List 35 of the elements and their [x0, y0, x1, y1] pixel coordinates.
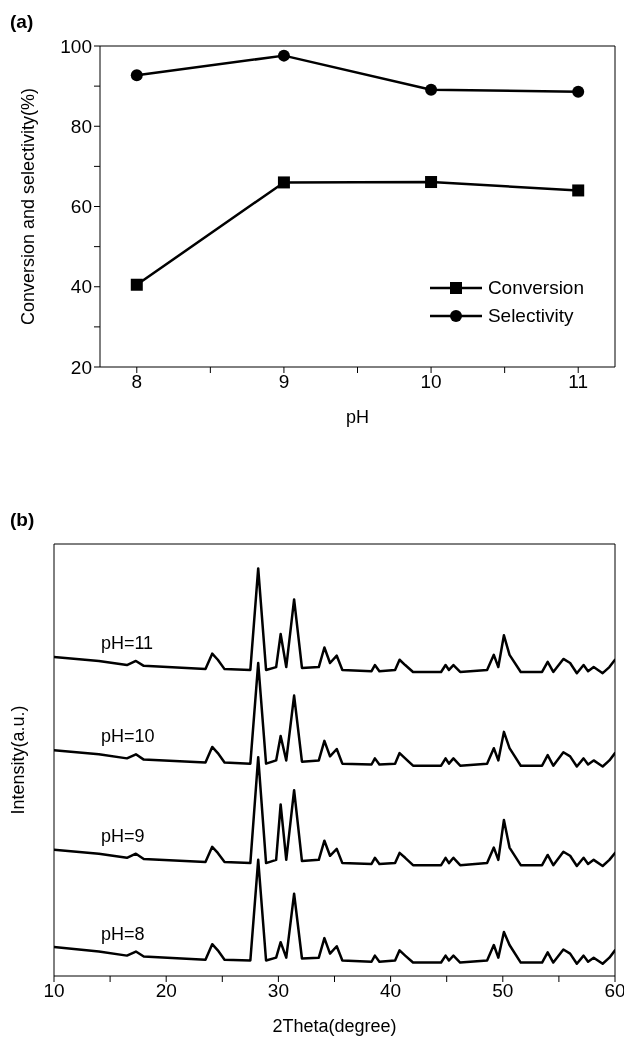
- y-tick-label: 60: [70, 196, 92, 218]
- x-tick-label: 40: [380, 980, 402, 1002]
- series-label: pH=9: [100, 825, 145, 846]
- series-label: pH=8: [100, 923, 145, 944]
- legend-label: Conversion: [487, 277, 584, 299]
- point: [277, 176, 290, 189]
- x-tick-label: 30: [267, 980, 289, 1002]
- point: [425, 83, 438, 96]
- y-axis-title: Intensity(a.u.): [8, 705, 29, 815]
- x-axis-title: 2Theta(degree): [272, 1016, 397, 1036]
- x-tick-label: 9: [278, 371, 290, 393]
- x-tick-label: 50: [492, 980, 514, 1002]
- series-label: pH=11: [100, 632, 154, 653]
- x-tick-label: 8: [131, 371, 143, 393]
- point: [277, 49, 290, 62]
- x-tick-label: 10: [420, 371, 442, 393]
- point: [130, 278, 143, 291]
- chart-title: (b): [10, 509, 35, 531]
- point: [130, 69, 143, 82]
- x-tick-label: 11: [568, 371, 589, 393]
- point: [572, 85, 585, 98]
- y-tick-label: 40: [70, 276, 92, 298]
- y-axis-title: Conversion and selectivity(%): [18, 87, 39, 326]
- series-label: pH=10: [100, 726, 155, 747]
- point: [572, 184, 585, 197]
- x-tick-label: 20: [155, 980, 177, 1002]
- y-tick-label: 100: [60, 35, 92, 57]
- x-axis-title: pH: [345, 407, 370, 427]
- chart-title: (a): [10, 11, 34, 33]
- point: [425, 176, 438, 189]
- x-tick-label: 60: [604, 980, 626, 1002]
- legend-label: Selectivity: [487, 305, 574, 327]
- y-tick-label: 20: [70, 356, 92, 378]
- y-tick-label: 80: [70, 116, 92, 137]
- x-tick-label: 10: [43, 980, 65, 1002]
